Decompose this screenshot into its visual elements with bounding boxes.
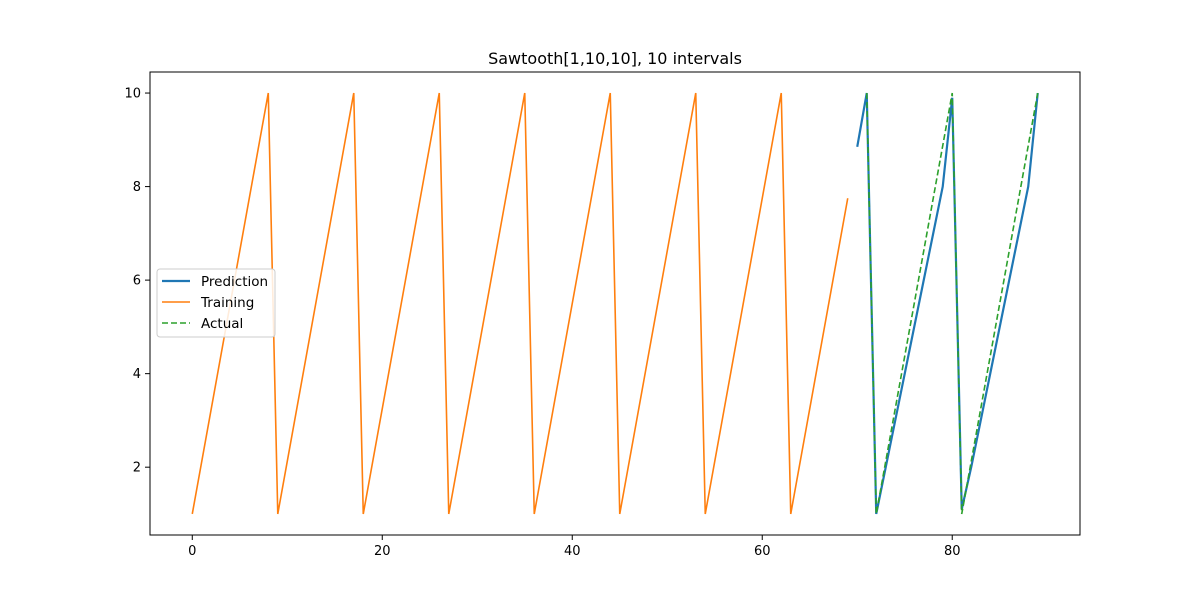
y-tick-label: 10 (124, 87, 141, 102)
x-tick-label: 0 (188, 544, 196, 559)
x-tick-label: 40 (564, 544, 581, 559)
x-tick-label: 60 (754, 544, 771, 559)
x-tick-label: 20 (374, 544, 391, 559)
series-prediction-line (856, 92, 1039, 515)
legend-label-training: Training (200, 295, 254, 311)
legend-label-prediction: Prediction (201, 274, 268, 290)
series-training-line (191, 92, 849, 515)
y-axis: 2 4 6 8 10 (124, 87, 150, 476)
x-tick-label: 80 (944, 544, 961, 559)
y-tick-label: 2 (133, 461, 141, 476)
y-tick-label: 8 (133, 180, 141, 195)
x-axis: 0 20 40 60 80 (188, 535, 961, 559)
series-actual-line (865, 92, 1039, 515)
legend-label-actual: Actual (201, 316, 243, 332)
y-tick-label: 6 (133, 274, 141, 289)
plot-lines (191, 92, 1039, 515)
legend-box (156, 268, 276, 338)
chart-title: Sawtooth[1,10,10], 10 intervals (488, 49, 742, 68)
legend: Prediction Training Actual (156, 268, 276, 338)
y-tick-label: 4 (133, 367, 141, 382)
plot-frame (149, 71, 1081, 536)
